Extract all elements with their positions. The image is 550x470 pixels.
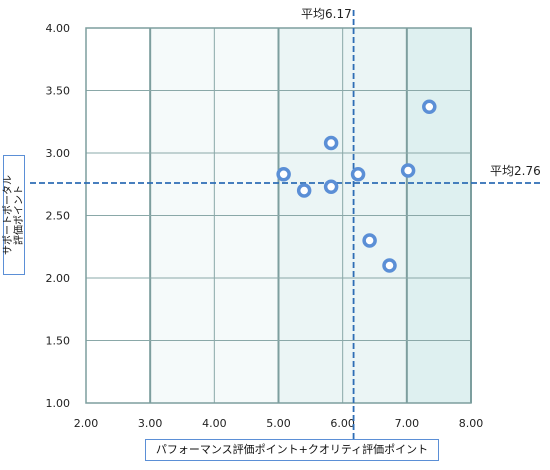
x-tick-label: 8.00 xyxy=(459,417,484,430)
x-tick-label: 7.00 xyxy=(395,417,420,430)
data-points xyxy=(276,99,437,273)
x-tick-label: 4.00 xyxy=(202,417,227,430)
x-tick-label: 6.00 xyxy=(330,417,355,430)
data-point-9 xyxy=(422,99,437,114)
y-tick-label: 3.00 xyxy=(46,147,71,160)
data-point-2 xyxy=(296,183,312,198)
y-axis-ticks: 1.00 1.50 2.00 2.50 3.00 3.50 4.00 xyxy=(46,22,71,410)
y-tick-label: 1.00 xyxy=(46,397,71,410)
y-tick-label: 3.50 xyxy=(46,85,71,98)
data-point-8 xyxy=(400,163,416,178)
average-lines xyxy=(30,10,540,440)
data-point-7 xyxy=(382,258,397,273)
average-x-label: 平均6.17 xyxy=(301,7,352,21)
x-axis-ticks: 2.00 3.00 4.00 5.00 6.00 7.00 8.00 xyxy=(74,417,484,430)
y-tick-label: 1.50 xyxy=(46,335,71,348)
average-y-label: 平均2.76 xyxy=(490,164,541,178)
y-axis-label-line-1: サポートポータル xyxy=(3,175,14,255)
x-tick-label: 3.00 xyxy=(138,417,163,430)
y-axis-label-line-2: 評価ポイント xyxy=(14,185,25,245)
x-tick-label: 2.00 xyxy=(74,417,99,430)
data-point-3 xyxy=(323,135,339,151)
x-tick-label: 5.00 xyxy=(266,417,291,430)
grid-lines xyxy=(85,27,472,404)
y-tick-label: 2.50 xyxy=(46,210,71,223)
y-axis-label: サポートポータル 評価ポイント xyxy=(3,155,25,275)
data-point-6 xyxy=(362,233,377,248)
data-point-1 xyxy=(276,167,291,182)
x-axis-label: パフォーマンス評価ポイント+クオリティ評価ポイント xyxy=(145,439,439,461)
y-tick-label: 2.00 xyxy=(46,272,71,285)
y-tick-label: 4.00 xyxy=(46,22,71,35)
plot-border xyxy=(85,27,472,404)
data-point-4 xyxy=(323,179,339,194)
data-point-5 xyxy=(350,167,366,182)
